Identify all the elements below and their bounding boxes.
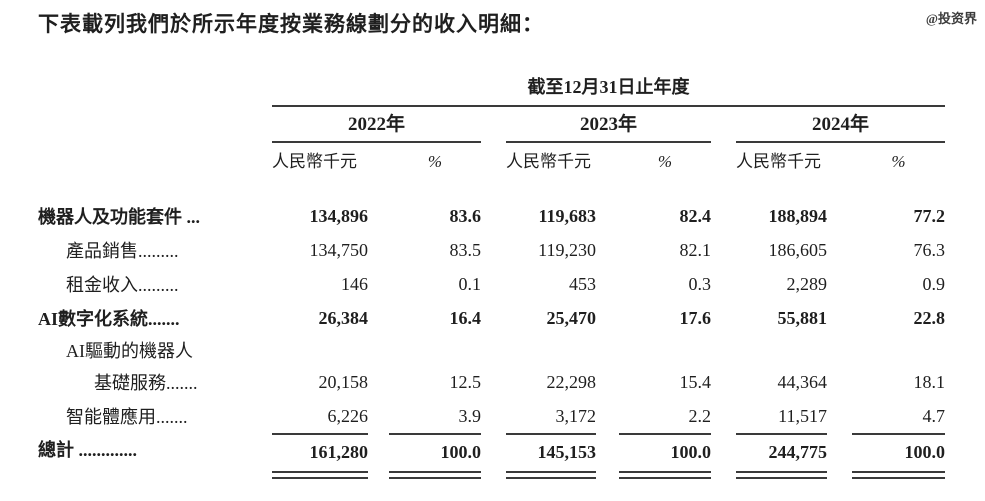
cell-2022-percent: 12.5 [449, 371, 482, 392]
cell-2023-amount: 119,683 [538, 205, 596, 226]
row-label: AI驅動的機器人 [66, 341, 193, 361]
cell-2024-percent: 22.8 [913, 307, 946, 328]
cell-2023-amount: 119,230 [538, 239, 596, 260]
cell-2024-percent: 76.3 [913, 239, 946, 260]
cell-2023-percent: 15.4 [679, 371, 712, 392]
row-label: 產品銷售......... [66, 241, 179, 261]
double-rule [272, 471, 368, 479]
row-label: 基礎服務....... [94, 373, 198, 393]
row-label: 租金收入......... [66, 275, 179, 295]
cell-2024-percent: 77.2 [913, 205, 946, 226]
period-header-row: 截至12月31日止年度 [38, 75, 945, 107]
subheader-percent-2022: % [427, 152, 443, 171]
cell-2024-amount: 186,605 [768, 239, 828, 260]
table-row-robots-and-kits: 機器人及功能套件 ... 134,896 83.6 119,683 82.4 1… [38, 199, 945, 233]
row-label: AI數字化系統....... [38, 309, 180, 329]
cell-2022-amount: 20,158 [318, 371, 369, 392]
double-rule [736, 471, 827, 479]
cell-2022-percent: 83.5 [449, 239, 482, 260]
cell-2022-percent: 0.1 [458, 273, 482, 294]
subheader-amount-2022: 人民幣千元 [272, 152, 357, 171]
subheader-percent-2023: % [657, 152, 673, 171]
year-header-row: 2022年 2023年 2024年 [38, 107, 945, 143]
year-header-2022: 2022年 [272, 107, 481, 143]
cell-2023-amount: 25,470 [546, 307, 597, 328]
cell-2022-amount: 6,226 [327, 405, 369, 426]
cell-2022-amount: 134,896 [309, 205, 369, 226]
header-body-gap [38, 173, 945, 199]
cell-2024-amount: 244,775 [736, 433, 827, 468]
cell-2024-percent: 18.1 [913, 371, 946, 392]
cell-2022-amount: 134,750 [309, 239, 369, 260]
table-row-ai-driven-robots-line1: AI驅動的機器人 [38, 335, 945, 365]
cell-2023-percent: 17.6 [679, 307, 712, 328]
cell-2023-percent: 0.3 [688, 273, 712, 294]
cell-2022-amount: 146 [341, 273, 368, 294]
cell-2023-amount: 145,153 [506, 433, 596, 468]
row-label: 總計 ............. [38, 440, 137, 460]
cell-2022-percent: 3.9 [458, 405, 482, 426]
double-rule [506, 471, 596, 479]
cell-2024-amount: 2,289 [786, 273, 828, 294]
cell-2024-percent: 100.0 [852, 433, 945, 468]
double-rule [852, 471, 945, 479]
cell-2024-percent: 4.7 [922, 405, 946, 426]
table-row-rental-income: 租金收入......... 146 0.1 453 0.3 2,289 0.9 [38, 267, 945, 301]
cell-2022-percent: 100.0 [389, 433, 481, 468]
subheader-amount-2023: 人民幣千元 [506, 152, 591, 171]
cell-2023-percent: 82.1 [679, 239, 712, 260]
page-title: 下表載列我們於所示年度按業務線劃分的收入明細： [38, 12, 544, 36]
cell-2024-amount: 55,881 [777, 307, 828, 328]
subheader-percent-2024: % [891, 152, 906, 171]
cell-2022-percent: 16.4 [449, 307, 482, 328]
row-label: 智能體應用....... [66, 407, 188, 427]
year-header-2024: 2024年 [736, 107, 945, 143]
cell-2022-amount: 26,384 [318, 307, 369, 328]
cell-2023-percent: 100.0 [619, 433, 711, 468]
cell-2023-amount: 3,172 [555, 405, 597, 426]
table-row-total: 總計 ............. 161,280 100.0 145,153 1… [38, 433, 945, 468]
cell-2023-percent: 82.4 [679, 205, 712, 226]
cell-2022-percent: 83.6 [449, 205, 482, 226]
row-label: 機器人及功能套件 ... [38, 207, 200, 227]
cell-2024-amount: 188,894 [768, 205, 828, 226]
table-row-ai-digital-systems: AI數字化系統....... 26,384 16.4 25,470 17.6 5… [38, 301, 945, 335]
table-row-agent-applications: 智能體應用....... 6,226 3.9 3,172 2.2 11,517 … [38, 399, 945, 433]
cell-2023-amount: 22,298 [546, 371, 597, 392]
cell-2024-amount: 11,517 [778, 405, 827, 426]
cell-2022-amount: 161,280 [272, 433, 368, 468]
double-rule [619, 471, 711, 479]
table-row-basic-services: 基礎服務....... 20,158 12.5 22,298 15.4 44,3… [38, 365, 945, 399]
cell-2023-percent: 2.2 [688, 405, 712, 426]
revenue-table: 截至12月31日止年度 2022年 2023年 2024年 人民幣千元 % 人民… [38, 75, 945, 479]
table-row-product-sales: 產品銷售......... 134,750 83.5 119,230 82.1 … [38, 233, 945, 267]
subheader-amount-2024: 人民幣千元 [736, 152, 821, 171]
double-rule [389, 471, 481, 479]
total-double-rule-row [38, 471, 945, 479]
cell-2024-amount: 44,364 [777, 371, 828, 392]
period-header: 截至12月31日止年度 [272, 75, 945, 107]
year-header-2023: 2023年 [506, 107, 711, 143]
cell-2024-percent: 0.9 [922, 273, 946, 294]
subheader-row: 人民幣千元 % 人民幣千元 % 人民幣千元 % [38, 143, 945, 173]
cell-2023-amount: 453 [569, 273, 596, 294]
watermark: @投资界 [925, 11, 977, 26]
